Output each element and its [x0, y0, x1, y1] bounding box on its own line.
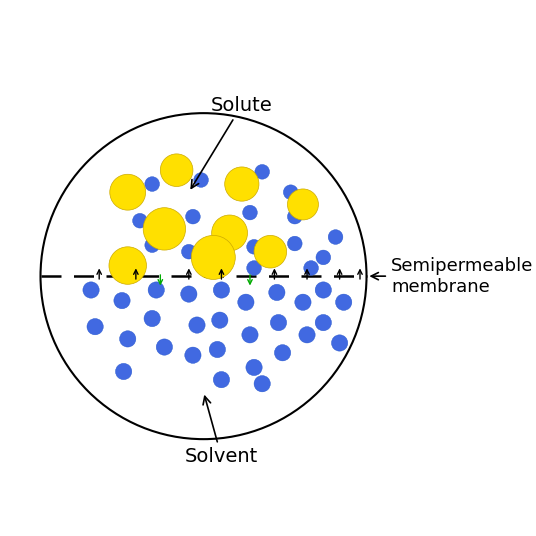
Circle shape	[242, 326, 258, 343]
Circle shape	[114, 293, 130, 309]
Circle shape	[143, 207, 185, 250]
Circle shape	[254, 376, 270, 392]
Circle shape	[212, 312, 228, 329]
Circle shape	[254, 235, 287, 268]
Circle shape	[132, 213, 147, 228]
Circle shape	[193, 173, 209, 187]
Circle shape	[213, 282, 229, 298]
Circle shape	[225, 167, 259, 201]
Circle shape	[120, 331, 136, 347]
Circle shape	[185, 210, 200, 224]
Circle shape	[270, 315, 287, 331]
Circle shape	[287, 210, 302, 224]
Circle shape	[336, 294, 352, 310]
Circle shape	[255, 165, 270, 179]
Circle shape	[115, 363, 132, 379]
Circle shape	[185, 347, 201, 363]
Circle shape	[284, 185, 298, 199]
Circle shape	[269, 284, 285, 301]
Circle shape	[191, 235, 235, 279]
Circle shape	[148, 282, 165, 298]
Circle shape	[145, 238, 160, 252]
Circle shape	[315, 315, 331, 331]
Circle shape	[274, 345, 291, 361]
Circle shape	[156, 339, 173, 355]
Circle shape	[247, 240, 262, 254]
Circle shape	[213, 371, 229, 388]
Circle shape	[243, 205, 257, 220]
Circle shape	[295, 294, 311, 310]
Circle shape	[331, 335, 348, 351]
Text: Solvent: Solvent	[185, 396, 258, 466]
Circle shape	[246, 359, 262, 376]
Circle shape	[287, 189, 318, 220]
Circle shape	[304, 260, 318, 276]
Circle shape	[287, 236, 302, 251]
Circle shape	[182, 244, 196, 259]
Circle shape	[299, 326, 315, 343]
Circle shape	[212, 215, 248, 251]
Circle shape	[110, 174, 146, 210]
Text: Semipermeable
membrane: Semipermeable membrane	[371, 257, 533, 295]
Circle shape	[209, 341, 226, 358]
Circle shape	[83, 282, 99, 298]
Circle shape	[189, 317, 205, 333]
Circle shape	[181, 286, 197, 302]
Circle shape	[316, 250, 331, 265]
Circle shape	[315, 282, 331, 298]
Circle shape	[87, 318, 103, 335]
Text: Solute: Solute	[191, 96, 273, 188]
Circle shape	[144, 310, 160, 326]
Circle shape	[247, 260, 262, 276]
Circle shape	[160, 154, 193, 187]
Circle shape	[109, 247, 146, 284]
Circle shape	[328, 230, 343, 244]
Circle shape	[238, 294, 254, 310]
Circle shape	[145, 177, 160, 191]
